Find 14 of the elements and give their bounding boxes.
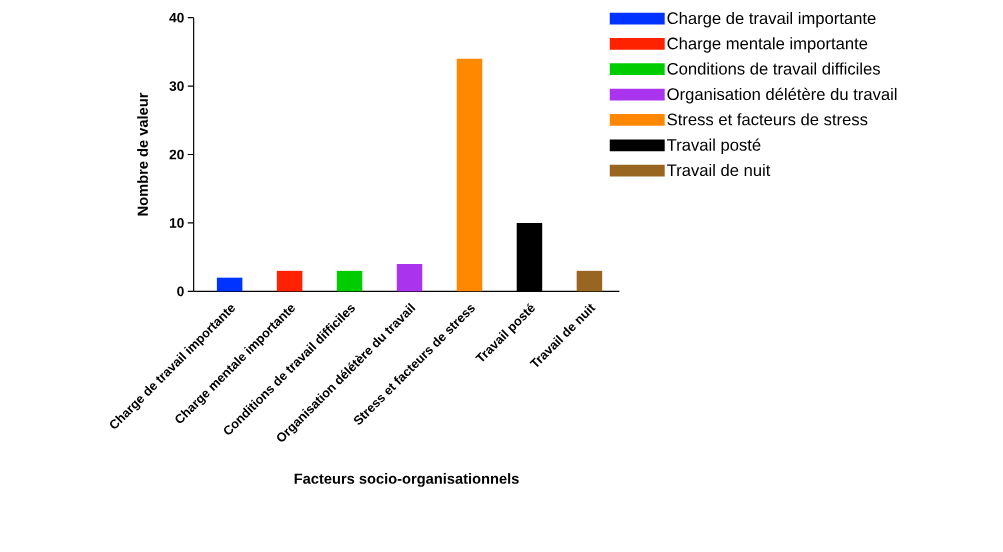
y-tick-label: 0 <box>177 286 184 297</box>
legend-label: Travail posté <box>667 138 761 154</box>
legend-label: Charge de travail importante <box>667 11 876 28</box>
y-axis-title: Nombre de valeur <box>137 92 148 216</box>
y-tick-label: 40 <box>169 12 184 23</box>
legend-label: Charge mentale importante <box>667 37 868 53</box>
y-tick-label: 10 <box>169 217 184 228</box>
y-tick-label: 20 <box>169 149 184 160</box>
x-axis-title: Facteurs socio-organisationnels <box>294 472 519 487</box>
y-tick-label: 30 <box>169 81 184 91</box>
legend-label: Travail de nuit <box>667 163 771 176</box>
legend-label: Conditions de travail difficiles <box>667 62 880 75</box>
legend-label: Organisation délétère du travail <box>667 87 897 104</box>
legend-label: Stress et facteurs de stress <box>667 113 868 126</box>
